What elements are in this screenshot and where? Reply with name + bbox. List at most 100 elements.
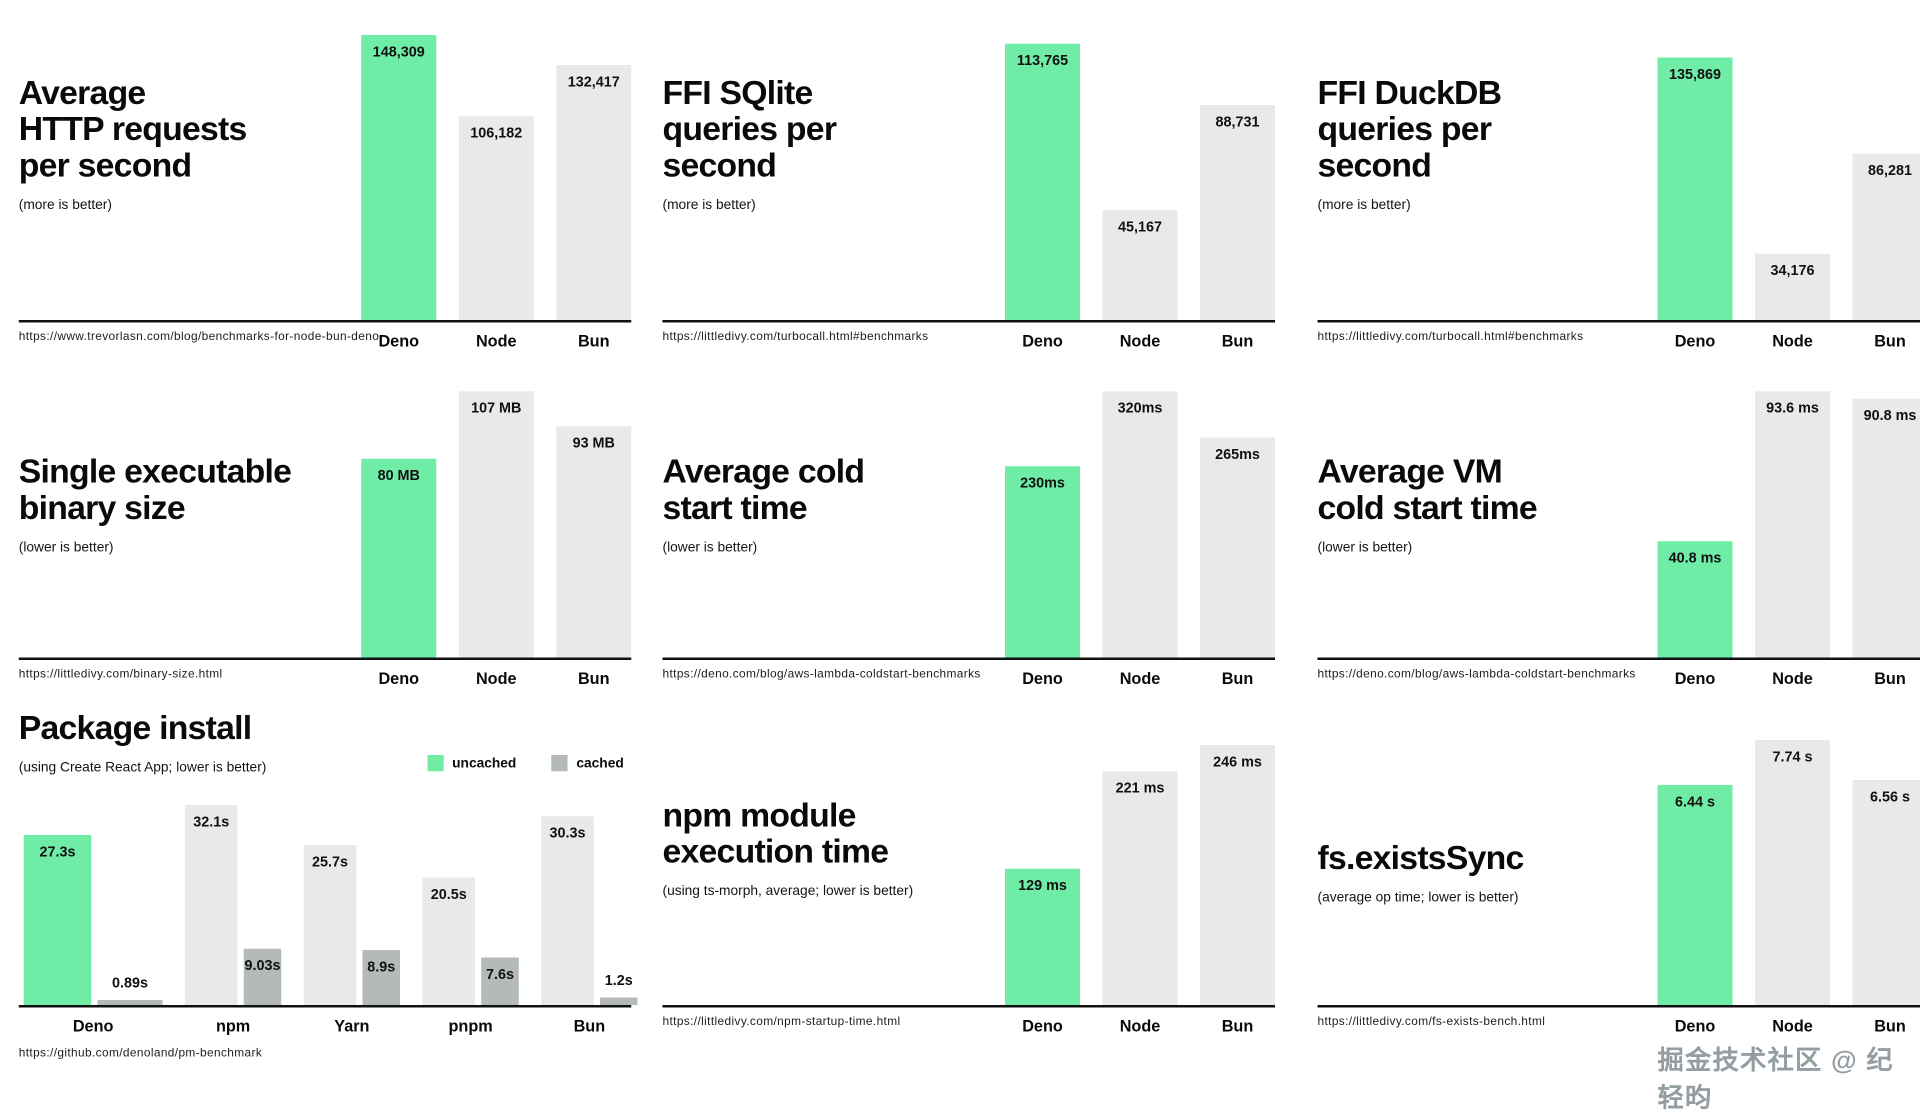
bar-value-label: 93.6 ms [1738, 401, 1848, 416]
chart-subtitle: (lower is better) [663, 540, 865, 555]
source-url: https://littledivy.com/turbocall.html#be… [663, 330, 929, 344]
title-line: Average cold [663, 454, 865, 490]
bar-category-label: Bun [529, 1016, 650, 1035]
bar-value-label: 132,417 [539, 75, 649, 90]
chart-subtitle: (average op time; lower is better) [1318, 890, 1524, 905]
bar-wrap: 9.03s [244, 949, 282, 1005]
bar-value-label: 32.1s [168, 815, 256, 830]
bar-value-label: 246 ms [1183, 755, 1293, 770]
bar [459, 116, 534, 320]
bar-value-label: 9.03s [226, 959, 299, 974]
title-line: FFI SQlite [663, 75, 837, 111]
chart-title-block: Package install (using Create React App;… [19, 710, 267, 775]
bar-category-label: Node [1743, 331, 1843, 350]
bar-category-label: Bun [1840, 669, 1920, 688]
bar-category-label: Node [446, 331, 546, 350]
bar [1103, 391, 1178, 657]
bar-value-label: 135,869 [1640, 68, 1750, 83]
source-url: https://deno.com/blog/aws-lambda-coldsta… [1318, 668, 1636, 682]
legend-item-cached: cached [551, 755, 623, 771]
bar-value-label: 0.89s [80, 976, 180, 991]
bar-value-label: 20.5s [405, 888, 493, 903]
chart-subtitle: (lower is better) [1318, 540, 1537, 555]
uncached-swatch-icon [427, 755, 443, 771]
chart-title-block: fs.existsSync (average op time; lower is… [1318, 840, 1524, 905]
bar [600, 998, 638, 1006]
bar [1853, 399, 1920, 658]
bar-wrap: 32.1s [185, 805, 238, 1005]
bar-wrap: 20.5s [423, 878, 476, 1006]
bar-category-label: Bun [1188, 669, 1288, 688]
bar-value-label: 6.44 s [1640, 795, 1750, 810]
bar-value-label: 86,281 [1835, 164, 1920, 179]
bar [98, 1000, 163, 1005]
bar [459, 391, 534, 657]
chart-fs-existssync: fs.existsSync (average op time; lower is… [1318, 713, 1920, 1008]
bar [185, 805, 238, 1005]
bar-category-label: Node [1090, 331, 1190, 350]
bar-category-label: Bun [1840, 1016, 1920, 1035]
bar [1103, 771, 1178, 1005]
bar-wrap: 7.6s [481, 958, 519, 1006]
title-line: execution time [663, 834, 914, 870]
chart-title: fs.existsSync [1318, 840, 1524, 876]
title-line: start time [663, 490, 865, 526]
title-line: Single executable [19, 454, 291, 490]
bar-value-label: 6.56 s [1835, 790, 1920, 805]
legend-label-uncached: uncached [452, 756, 516, 771]
legend: uncached cached [427, 755, 624, 771]
bar-value-label: 25.7s [286, 855, 374, 870]
chart-subtitle: (more is better) [663, 198, 837, 213]
bar-value-label: 221 ms [1085, 781, 1195, 796]
bar-value-label: 107 MB [441, 401, 551, 416]
bar-highlight [361, 35, 436, 320]
bar-value-label: 34,176 [1738, 264, 1848, 279]
title-line: second [1318, 148, 1502, 184]
bar-category-label: Node [1090, 1016, 1190, 1035]
title-line: HTTP requests [19, 111, 247, 147]
title-line: second [663, 148, 837, 184]
chart-subtitle: (more is better) [19, 198, 247, 213]
bar-category-label: Bun [1840, 331, 1920, 350]
bar-category-label: Node [1743, 1016, 1843, 1035]
bar [1200, 745, 1275, 1005]
title-line: Average [19, 75, 247, 111]
source-url: https://littledivy.com/turbocall.html#be… [1318, 330, 1584, 344]
title-line: Package install [19, 710, 267, 746]
bar-value-label: 129 ms [988, 879, 1098, 894]
bar-category-label: Node [1743, 669, 1843, 688]
bar-value-label: 1.2s [583, 974, 656, 989]
title-line: fs.existsSync [1318, 840, 1524, 876]
